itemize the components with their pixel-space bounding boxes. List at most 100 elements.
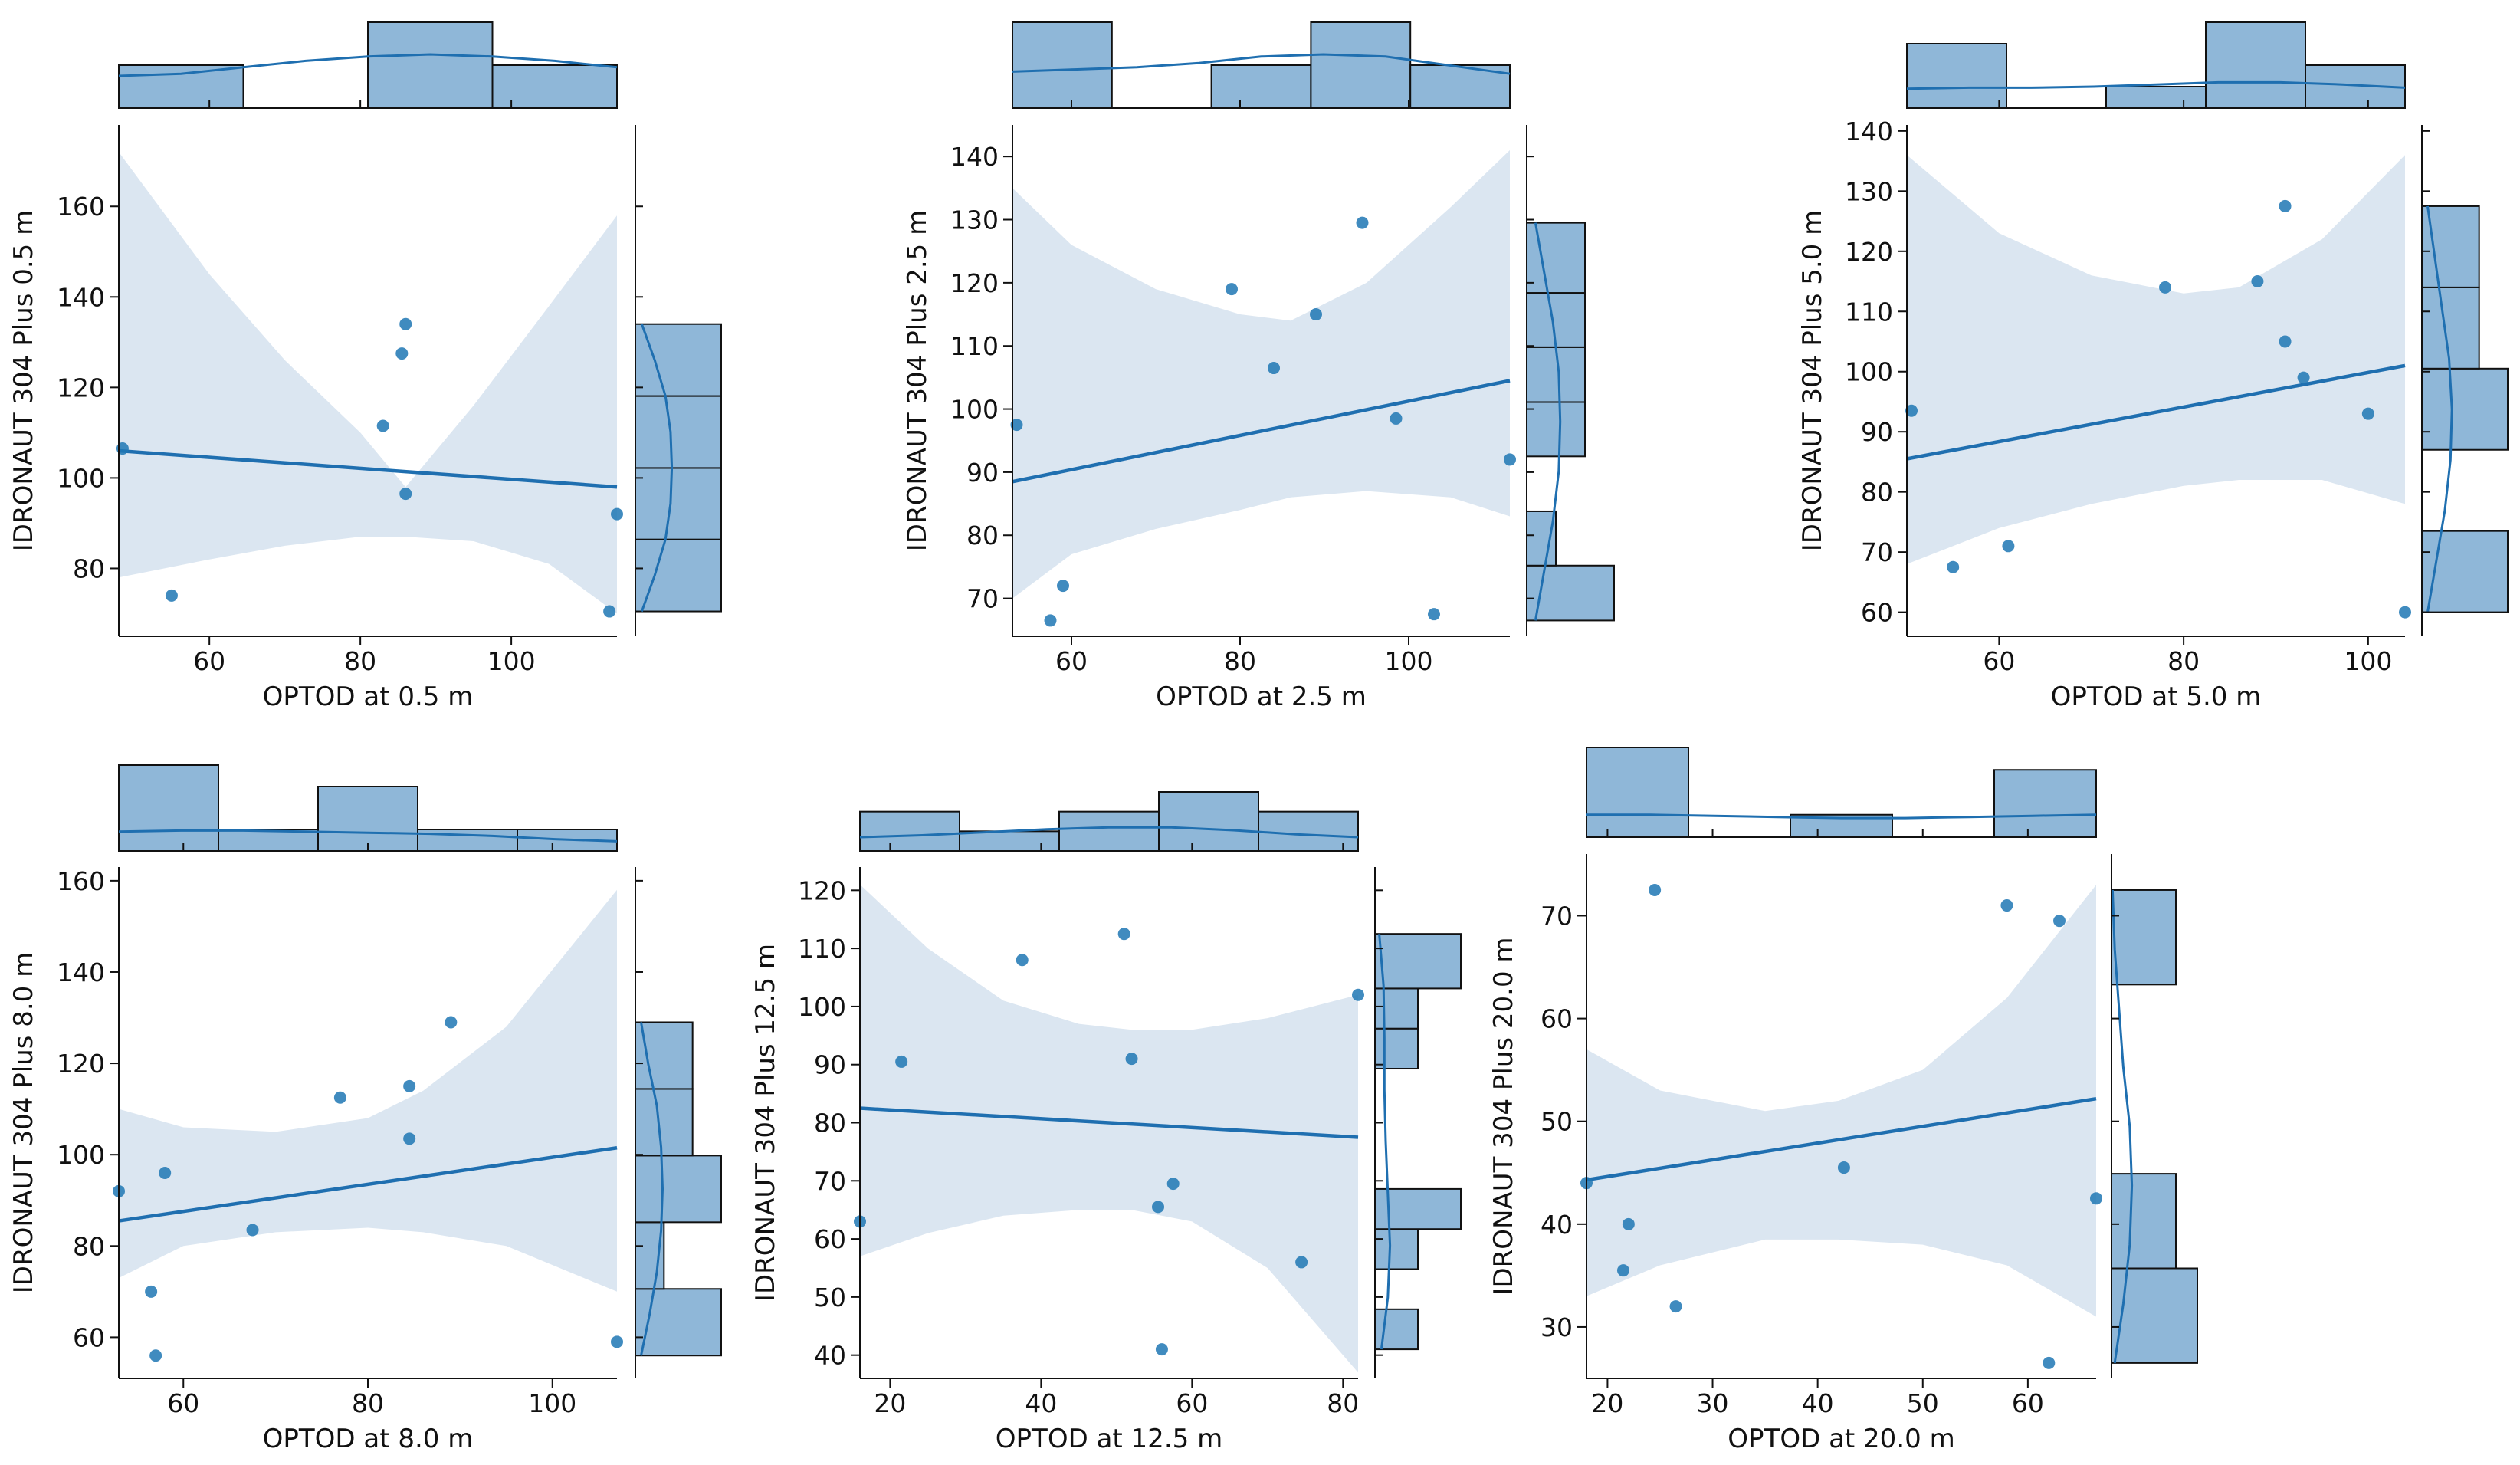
panel4-y-tick-label-5: 140 [57,958,105,987]
panel5-x-tick-label-1: 20 [874,1388,906,1418]
panel4-y-hist-bar-1 [635,1288,722,1357]
panel6-x-tick-label-4: 50 [1907,1388,1939,1418]
panel2-data-point-5 [1268,362,1280,375]
panel2-y-hist-bar-4 [1526,401,1586,458]
panel4-y-hist-bar-3 [635,1155,722,1224]
panel1-x-axis-label: OPTOD at 0.5 m [263,682,474,712]
panel5-y-tick-label-7: 100 [798,992,846,1022]
panel5-x-tick-label-3: 60 [1176,1388,1208,1418]
panel3-y-axis-label: IDRONAUT 304 Plus 5.0 m [1797,210,1828,551]
panel6-x-hist-bar-1 [1586,747,1689,838]
panel6-data-point-7 [2000,899,2013,912]
panel5-data-point-9 [1295,1256,1308,1269]
panel3-y-hist-bar-4 [2421,286,2480,370]
panel1-regression-line [118,448,618,489]
panel1-confidence-band [119,152,617,614]
panel2-data-point-8 [1390,412,1403,425]
panel2-y-tick-label-6: 120 [950,268,999,298]
panel4-y-hist-bar-4 [635,1088,694,1157]
panel1-x-hist-bar-3 [367,21,494,109]
panel4-data-point-8 [403,1132,416,1145]
panel3-y-hist-bar-3 [2421,367,2509,451]
panel3-x-axis-label: OPTOD at 5.0 m [2051,682,2262,712]
panel6-x-tick-label-5: 60 [2012,1388,2044,1418]
panel4-x-hist-bar-3 [317,786,418,852]
panel5-data-point-7 [1166,1178,1180,1191]
panel1-data-point-6 [399,488,412,501]
panel2-x-hist-bar-1 [1012,21,1113,109]
panel1-data-point-2 [165,589,178,602]
panel2-x-hist-bar-3 [1210,64,1312,109]
panel3-y-tick-label-9: 140 [1845,117,1893,146]
panel5-x-axis-label: OPTOD at 12.5 m [996,1424,1222,1454]
panel1-y-tick-label-2: 100 [57,463,105,493]
panel3-y-tick-label-3: 80 [1861,478,1893,507]
panel4-x-tick-label-1: 60 [167,1388,199,1418]
panel1-x-tick-label-3: 100 [487,646,536,676]
panel3-data-point-6 [2279,199,2292,212]
panel5-y-tick-label-6: 90 [814,1050,846,1080]
panel5-y-hist-bar-9 [1374,987,1419,1030]
panel5-data-point-5 [1125,1053,1138,1066]
panel1-y-hist-bar-3 [635,395,722,469]
panel2-y-hist-bar-7 [1526,222,1586,294]
panel1-x-tick-label-1: 60 [193,646,225,676]
panel5-x-kde-curve [859,826,1359,839]
panel4-x-kde-curve [118,829,618,843]
panel4-regression-line [118,1146,618,1223]
panel3-y-tick-label-6: 110 [1845,297,1893,327]
panel4-y-axis-label: IDRONAUT 304 Plus 8.0 m [8,952,39,1293]
panel6-y-hist-bar-5 [2111,889,2177,986]
panel1-x-tick-label-2: 80 [344,646,376,676]
panel3-y-kde-curve [2426,205,2453,613]
panel6-y-axis-label: IDRONAUT 304 Plus 20.0 m [1488,937,1519,1295]
panel2-confidence-band [1012,149,1510,599]
panel2-y-tick-label-5: 110 [950,331,999,361]
panel4-y-kde-curve [640,1022,664,1356]
panel5-y-tick-label-9: 120 [798,875,846,905]
panel5-x-hist-bar-3 [1058,810,1160,852]
panel2-regression-line [1012,379,1511,484]
panel5-data-point-8 [1155,1343,1168,1356]
panel5-x-hist-bar-5 [1258,810,1359,852]
panel2-x-tick-label-3: 100 [1385,646,1433,676]
panel6-regression-line [1586,1096,2097,1182]
panel6-x-tick-label-1: 20 [1591,1388,1623,1418]
panel4-data-point-4 [159,1167,172,1180]
panel1-x-hist-bar-4 [491,64,618,109]
panel1-data-point-8 [611,507,623,521]
panel4-data-point-7 [403,1079,416,1092]
panel5-y-tick-label-8: 110 [798,934,846,964]
panel6-y-tick-label-2: 40 [1541,1210,1573,1240]
panel4-data-point-10 [611,1335,623,1348]
panel1-y-tick-label-3: 120 [57,373,105,402]
panel4-data-point-6 [333,1091,346,1104]
panel2-x-hist-bar-4 [1310,21,1412,109]
panel5-x-hist-bar-2 [959,830,1060,852]
panel5-x-tick-label-2: 40 [1025,1388,1057,1418]
panel3-y-hist-bar-5 [2421,205,2480,288]
panel1-y-axis-label: IDRONAUT 304 Plus 0.5 m [8,210,39,551]
panel2-y-tick-label-8: 140 [950,142,999,172]
panel4-data-point-9 [445,1016,458,1029]
panel6-y-tick-label-4: 60 [1541,1004,1573,1034]
panel4-x-tick-label-3: 100 [528,1388,576,1418]
panel4-y-tick-label-4: 120 [57,1049,105,1079]
panel4-y-tick-label-3: 100 [57,1140,105,1170]
panel2-data-point-4 [1226,283,1238,296]
panel6-data-point-5 [1669,1300,1682,1313]
panel6: 20 30 40 50 60 30 40 50 60 70 OPTOD at 20.0 m IDRON… [1488,747,2198,1454]
panel1-y-hist-bar-1 [635,538,722,613]
panel5-data-point-4 [1117,928,1130,941]
panel6-x-kde-curve [1586,813,2097,820]
panel2-y-kde-curve [1534,222,1562,621]
panel3-y-tick-label-2: 70 [1861,537,1893,567]
panel1-y-hist-bar-2 [635,467,722,540]
panel5-y-tick-label-2: 50 [814,1283,846,1312]
panel4-data-point-3 [149,1349,162,1362]
panel5: 20 40 60 80 40 50 60 70 80 90 100 110 120 OPTOD at 12… [750,791,1462,1454]
panel2-data-point-6 [1310,308,1322,321]
panel2-data-point-10 [1504,453,1516,466]
panel3-x-kde-curve [1906,80,2406,90]
